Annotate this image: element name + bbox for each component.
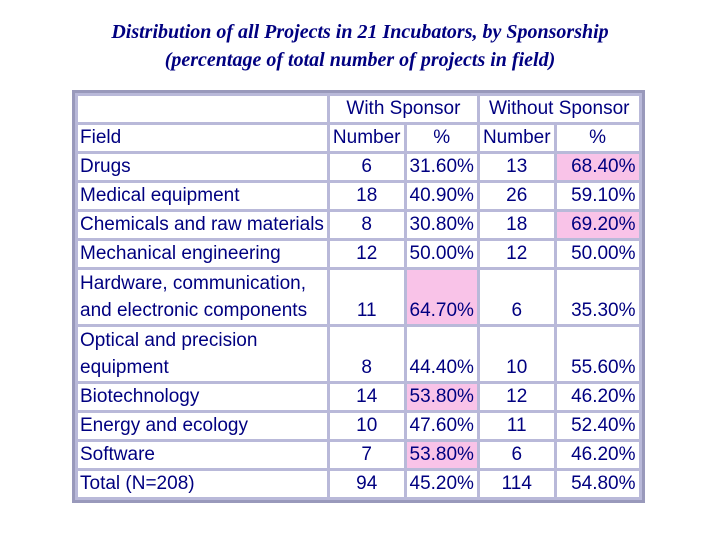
table-row: Biotechnology 14 53.80% 12 46.20% (78, 384, 639, 410)
with-pct-cell: 64.70% (406, 270, 477, 324)
with-number-cell: 18 (329, 183, 404, 209)
field-label-line: Drugs (80, 156, 131, 177)
field-label-line: Medical equipment (80, 185, 240, 206)
field-cell: Medical equipment (78, 183, 327, 209)
field-label-line: Chemicals and raw materials (80, 214, 324, 235)
title-line-1: Distribution of all Projects in 21 Incub… (111, 21, 609, 43)
without-number-cell: 6 (479, 270, 554, 324)
empty-header-cell (78, 96, 327, 122)
table-row: Optical and precision equipment 8 44.40% 10 5… (78, 327, 639, 381)
field-cell: Drugs (78, 154, 327, 180)
without-number-cell: 13 (479, 154, 554, 180)
without-number-cell: 11 (479, 413, 554, 439)
with-number-cell: 8 (329, 327, 404, 381)
field-cell: Biotechnology (78, 384, 327, 410)
with-number-cell: 12 (329, 241, 404, 267)
with-pct-cell: 53.80% (406, 442, 477, 468)
sponsorship-table-frame: With Sponsor Without Sponsor Field Numbe… (72, 90, 645, 503)
with-pct-cell: 45.20% (406, 471, 477, 497)
without-number-cell: 26 (479, 183, 554, 209)
table-row: Drugs 6 31.60% 13 68.40% (78, 154, 639, 180)
with-pct-cell: 31.60% (406, 154, 477, 180)
field-cell: Energy and ecology (78, 413, 327, 439)
field-label-line: equipment (80, 357, 169, 378)
with-pct-cell: 30.80% (406, 212, 477, 238)
without-pct-cell: 68.40% (556, 154, 639, 180)
group-header-row: With Sponsor Without Sponsor (78, 96, 639, 122)
field-label-line: Mechanical engineering (80, 243, 281, 264)
field-cell: Total (N=208) (78, 471, 327, 497)
without-pct-column-header: % (556, 125, 639, 151)
without-number-cell: 114 (479, 471, 554, 497)
with-number-cell: 7 (329, 442, 404, 468)
with-number-cell: 8 (329, 212, 404, 238)
with-pct-cell: 47.60% (406, 413, 477, 439)
field-cell: Chemicals and raw materials (78, 212, 327, 238)
field-label-line: Biotechnology (80, 386, 200, 407)
field-label-line: Hardware, communication, (80, 273, 306, 294)
without-number-cell: 18 (479, 212, 554, 238)
with-pct-cell: 53.80% (406, 384, 477, 410)
without-number-column-header: Number (479, 125, 554, 151)
field-cell: Optical and precision equipment (78, 327, 327, 381)
field-cell: Mechanical engineering (78, 241, 327, 267)
field-label-line: Software (80, 444, 155, 465)
with-number-cell: 94 (329, 471, 404, 497)
table-row: Total (N=208) 94 45.20% 114 54.80% (78, 471, 639, 497)
without-number-cell: 10 (479, 327, 554, 381)
table-row: Medical equipment 18 40.90% 26 59.10% (78, 183, 639, 209)
with-pct-cell: 44.40% (406, 327, 477, 381)
without-pct-cell: 52.40% (556, 413, 639, 439)
without-pct-cell: 50.00% (556, 241, 639, 267)
with-pct-column-header: % (406, 125, 477, 151)
field-cell: Software (78, 442, 327, 468)
without-pct-cell: 35.30% (556, 270, 639, 324)
table-row: Hardware, communication, and electronic c… (78, 270, 639, 324)
without-number-cell: 6 (479, 442, 554, 468)
without-pct-cell: 46.20% (556, 442, 639, 468)
title-line-2: (percentage of total number of projects … (164, 49, 556, 71)
table-row: Mechanical engineering 12 50.00% 12 50.00% (78, 241, 639, 267)
table-row: Energy and ecology 10 47.60% 11 52.40% (78, 413, 639, 439)
sponsorship-table: With Sponsor Without Sponsor Field Numbe… (75, 93, 642, 500)
field-label-line: and electronic components (80, 300, 308, 321)
with-number-cell: 11 (329, 270, 404, 324)
field-label-line: Optical and precision (80, 330, 258, 351)
field-cell: Hardware, communication, and electronic c… (78, 270, 327, 324)
without-pct-cell: 69.20% (556, 212, 639, 238)
with-number-cell: 14 (329, 384, 404, 410)
with-number-cell: 6 (329, 154, 404, 180)
without-number-cell: 12 (479, 384, 554, 410)
with-sponsor-header: With Sponsor (329, 96, 477, 122)
with-pct-cell: 50.00% (406, 241, 477, 267)
without-pct-cell: 59.10% (556, 183, 639, 209)
without-number-cell: 12 (479, 241, 554, 267)
with-pct-cell: 40.90% (406, 183, 477, 209)
field-label-line: Energy and ecology (80, 415, 248, 436)
without-pct-cell: 55.60% (556, 327, 639, 381)
table-body: Drugs 6 31.60% 13 68.40% Medical equipment 18 4… (78, 154, 639, 497)
column-header-row: Field Number % Number % (78, 125, 639, 151)
table-row: Software 7 53.80% 6 46.20% (78, 442, 639, 468)
table-row: Chemicals and raw materials 8 30.80% 18 69.2… (78, 212, 639, 238)
with-number-cell: 10 (329, 413, 404, 439)
without-sponsor-header: Without Sponsor (479, 96, 639, 122)
without-pct-cell: 54.80% (556, 471, 639, 497)
with-number-column-header: Number (329, 125, 404, 151)
field-column-header: Field (78, 125, 327, 151)
field-label-line: Total (N=208) (80, 473, 195, 494)
without-pct-cell: 46.20% (556, 384, 639, 410)
